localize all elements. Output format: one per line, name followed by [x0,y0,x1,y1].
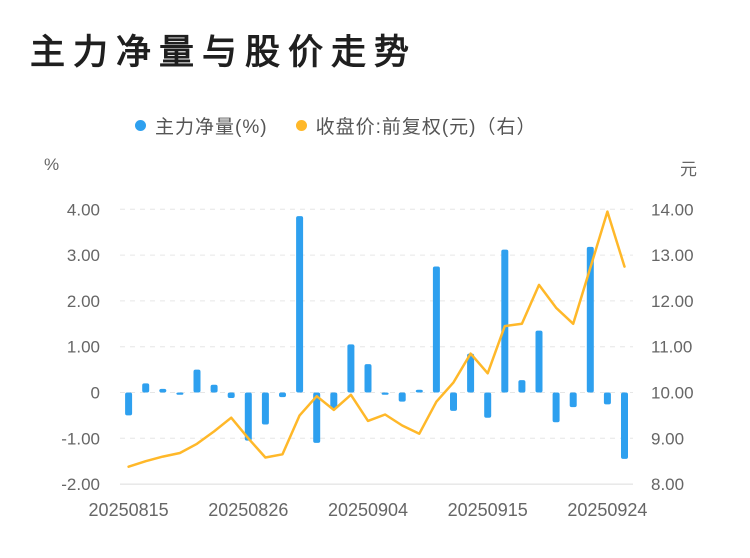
price-line [127,210,626,468]
y-tick-label-left: 0 [91,384,100,403]
net-volume-bar [313,392,321,443]
legend-swatch-blue-dot-icon [135,120,146,131]
x-tick-label: 20250924 [567,500,647,520]
y-tick-label-right: 8.00 [651,475,684,494]
x-tick-label: 20250904 [328,500,408,520]
y-tick-label-right: 9.00 [651,429,684,448]
y-tick-label-left: 4.00 [67,200,100,219]
net-volume-bar [381,392,389,395]
net-volume-bar [125,392,133,416]
y-tick-label-left: -2.00 [61,475,100,494]
y-tick-label-right: 12.00 [651,292,694,311]
y-tick-label-left: 1.00 [67,338,100,357]
net-volume-bar [261,392,269,425]
y-tick-label-left: 3.00 [67,246,100,265]
legend: 主力净量(%) 收盘价:前复权(元)（右） [135,112,537,139]
net-volume-bar [364,364,372,393]
net-volume-bar [415,389,423,393]
net-volume-bar [244,392,252,441]
x-tick-label: 20250915 [448,500,528,520]
net-volume-bar [535,330,543,393]
net-volume-bar [586,246,594,393]
net-volume-bar [330,392,338,409]
net-volume-bar [142,383,150,393]
left-axis-unit: % [44,155,60,174]
net-volume-bar [501,249,509,393]
net-volume-bar [484,392,492,418]
net-volume-bar [518,380,526,393]
legend-item-close-price[interactable]: 收盘价:前复权(元)（右） [295,112,537,139]
y-tick-label-right: 13.00 [651,246,694,265]
net-volume-bar [398,392,406,402]
net-volume-bar [603,392,611,405]
net-volume-bar [296,216,304,393]
net-volume-bar [569,392,577,408]
y-tick-label-left: 2.00 [67,292,100,311]
net-volume-bar [210,384,218,393]
legend-label-close-price: 收盘价:前复权(元)（右） [315,117,537,138]
net-volume-bar [450,392,457,411]
net-volume-bar [432,266,440,393]
net-volume-bar [467,353,475,393]
net-volume-bar [227,392,235,398]
legend-swatch-yellow-dot-icon [295,120,307,131]
y-tick-label-right: 14.00 [651,200,694,219]
net-volume-bar [176,392,184,395]
y-tick-label-right: 11.00 [651,338,692,357]
legend-label-main-net-volume: 主力净量(%) [155,117,268,138]
net-volume-bar [159,388,167,393]
net-volume-bar [279,392,286,398]
right-axis-unit: 元 [680,160,697,179]
y-tick-label-left: -1.00 [61,429,100,448]
legend-item-main-net-volume[interactable]: 主力净量(%) [135,112,268,139]
net-volume-bar [193,369,201,393]
net-volume-bar [621,392,628,459]
chart-title: 主力净量与股价走势 [30,33,418,72]
y-tick-label-right: 10.00 [651,384,694,403]
net-volume-bar [347,344,355,393]
net-volume-bar [552,392,560,423]
x-tick-label: 20250815 [89,500,169,520]
x-tick-label: 20250826 [208,500,288,520]
